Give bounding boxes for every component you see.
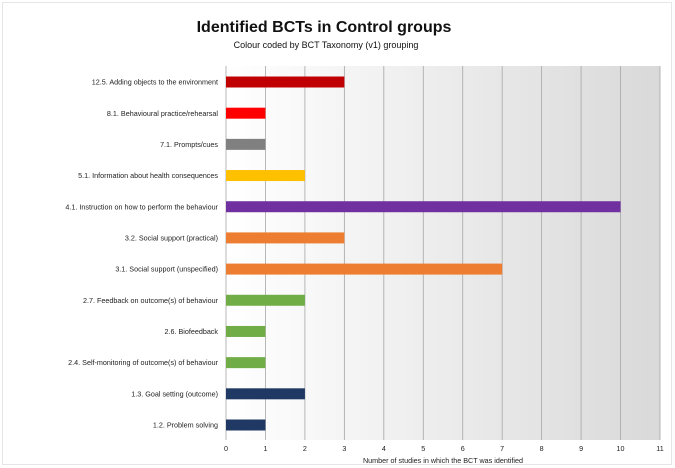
category-label: 1.2. Problem solving — [153, 421, 218, 430]
category-label: 3.2. Social support (practical) — [125, 234, 218, 243]
x-tick-label: 10 — [617, 444, 625, 453]
bar — [226, 107, 266, 119]
category-label: 3.1. Social support (unspecified) — [115, 265, 218, 274]
x-tick-label: 11 — [656, 444, 663, 453]
x-tick-label: 4 — [382, 444, 386, 453]
category-label: 2.4. Self-monitoring of outcome(s) of be… — [68, 358, 218, 367]
category-label: 4.1. Instruction on how to perform the b… — [65, 202, 218, 211]
bar — [226, 232, 345, 244]
chart-title: Identified BCTs in Control groups — [197, 19, 452, 36]
x-tick-label: 2 — [303, 444, 307, 453]
bar — [226, 76, 345, 88]
x-tick-label: 3 — [342, 444, 346, 453]
bar — [226, 263, 503, 275]
x-tick-label: 8 — [540, 444, 544, 453]
x-tick-label: 1 — [263, 444, 267, 453]
x-tick-labels: 0 1 2 3 4 5 6 7 8 9 10 11 — [224, 444, 664, 453]
bar — [226, 138, 266, 150]
category-label: 7.1. Prompts/cues — [160, 140, 218, 149]
bar — [226, 201, 621, 213]
category-label: 12.5. Adding objects to the environment — [92, 78, 218, 87]
bars-group — [226, 76, 621, 431]
bar — [226, 170, 305, 182]
category-label: 2.7. Feedback on outcome(s) of behaviour — [83, 296, 219, 305]
bar — [226, 294, 305, 306]
x-axis-label: Number of studies in which the BCT was i… — [363, 456, 523, 465]
x-tick-label: 0 — [224, 444, 228, 453]
x-tick-label: 6 — [461, 444, 465, 453]
bar — [226, 357, 266, 369]
x-tick-label: 7 — [500, 444, 504, 453]
bar — [226, 419, 266, 431]
grid-lines — [225, 66, 661, 440]
category-labels: 12.5. Adding objects to the environment 8… — [65, 78, 218, 430]
category-label: 1.3. Goal setting (outcome) — [131, 389, 218, 398]
category-label: 8.1. Behavioural practice/rehearsal — [107, 109, 218, 118]
bar — [226, 388, 305, 400]
x-tick-label: 5 — [421, 444, 425, 453]
x-tick-label: 9 — [579, 444, 583, 453]
chart-subtitle: Colour coded by BCT Taxonomy (v1) groupi… — [234, 40, 419, 50]
bar — [226, 325, 266, 337]
category-label: 2.6. Biofeedback — [164, 327, 218, 336]
plot-area — [226, 66, 660, 440]
category-label: 5.1. Information about health consequenc… — [78, 171, 218, 180]
